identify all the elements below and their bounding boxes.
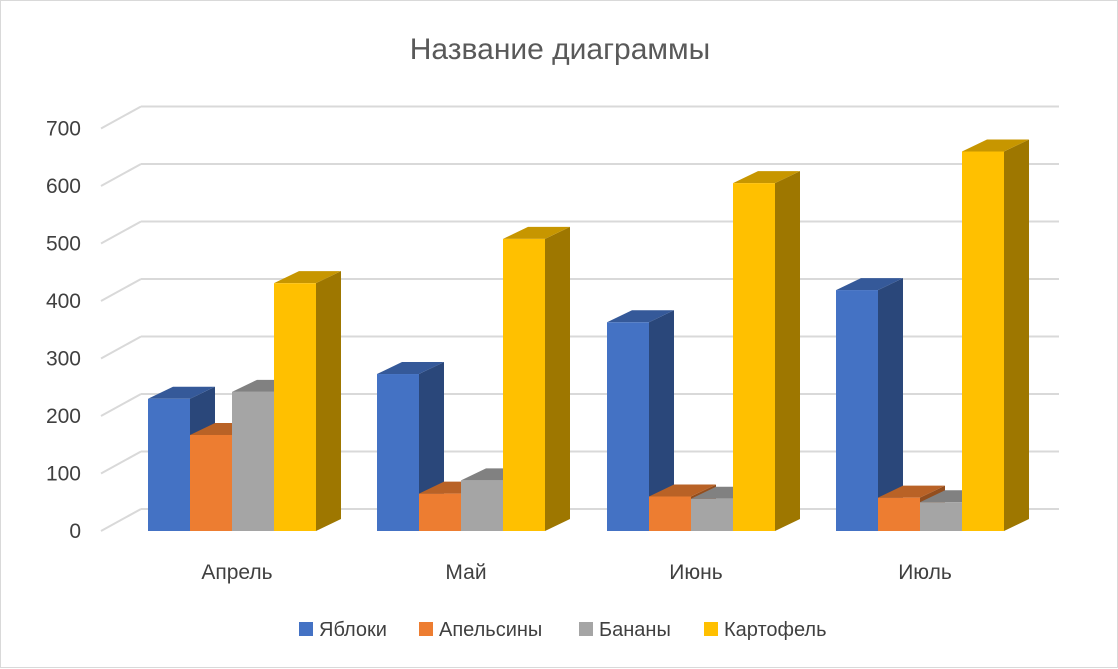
bar-top	[503, 226, 570, 239]
x-category-label: Май	[445, 561, 486, 584]
chart-title: Название диаграммы	[410, 33, 710, 66]
bar-side	[316, 271, 341, 531]
bar	[607, 310, 674, 531]
bar	[836, 278, 903, 531]
bar-side	[649, 310, 674, 531]
bar	[377, 362, 444, 531]
bar-top	[878, 485, 945, 498]
bars	[148, 139, 1029, 531]
bar-side	[775, 171, 800, 531]
bar-top	[962, 139, 1029, 152]
bar-front	[733, 183, 775, 531]
y-tick-label: 600	[46, 175, 81, 198]
legend-item: Картофель	[704, 619, 827, 641]
bar	[503, 226, 570, 531]
bar-front	[503, 238, 545, 531]
gridline-diagonal	[100, 450, 142, 475]
legend-item: Апельсины	[419, 619, 542, 641]
bar-front	[607, 322, 649, 531]
bar-front	[962, 151, 1004, 531]
bar-front	[274, 283, 316, 531]
y-tick-label: 400	[46, 290, 81, 313]
bar-top	[377, 362, 444, 375]
legend-swatch	[579, 622, 593, 636]
gridline-diagonal	[100, 105, 142, 130]
y-tick-label: 100	[46, 463, 81, 486]
bar-front	[148, 398, 190, 531]
x-category-label: Июнь	[669, 561, 722, 584]
bar-front	[920, 502, 962, 531]
x-axis: Апрель Май Июнь Июль	[201, 561, 951, 584]
bar	[733, 171, 800, 531]
legend-label: Яблоки	[319, 619, 387, 641]
bar-top	[274, 271, 341, 284]
bar-side	[878, 278, 903, 531]
x-category-label: Июль	[898, 561, 952, 584]
bar-front	[461, 480, 503, 531]
y-tick-label: 300	[46, 348, 81, 371]
legend-swatch	[299, 622, 313, 636]
bar-top	[607, 310, 674, 323]
gridline-diagonal	[100, 508, 142, 532]
gridline-diagonal	[100, 335, 142, 360]
bar-front	[419, 493, 461, 531]
gridline-diagonal	[100, 278, 142, 302]
legend-swatch	[704, 622, 718, 636]
bar-front	[878, 497, 920, 531]
bar-side	[545, 226, 570, 531]
bar-top	[649, 484, 716, 497]
bar-front	[649, 496, 691, 531]
y-tick-label: 700	[46, 118, 81, 141]
bar-front	[836, 290, 878, 531]
bar-front	[190, 434, 232, 531]
x-category-label: Апрель	[201, 561, 272, 584]
legend-item: Бананы	[579, 619, 671, 641]
y-axis: 0 100 200 300 400 500 600 700	[46, 118, 81, 544]
bar-front	[691, 498, 733, 531]
bar	[962, 139, 1029, 531]
y-tick-label: 500	[46, 233, 81, 256]
legend: Яблоки Апельсины Бананы Картофель	[299, 619, 827, 641]
legend-label: Бананы	[599, 619, 671, 641]
bar-front	[232, 391, 274, 531]
legend-label: Картофель	[724, 619, 827, 641]
y-tick-label: 200	[46, 405, 81, 428]
bar-top	[733, 171, 800, 184]
legend-item: Яблоки	[299, 619, 387, 641]
legend-label: Апельсины	[439, 619, 542, 641]
gridline-diagonal	[100, 393, 142, 417]
gridline-diagonal	[100, 220, 142, 245]
bar-front	[377, 374, 419, 531]
y-tick-label: 0	[69, 520, 81, 543]
bar	[274, 271, 341, 531]
bar-top	[836, 278, 903, 291]
bar-top	[148, 386, 215, 399]
gridline-diagonal	[100, 163, 142, 187]
bar-side	[1004, 139, 1029, 531]
legend-swatch	[419, 622, 433, 636]
